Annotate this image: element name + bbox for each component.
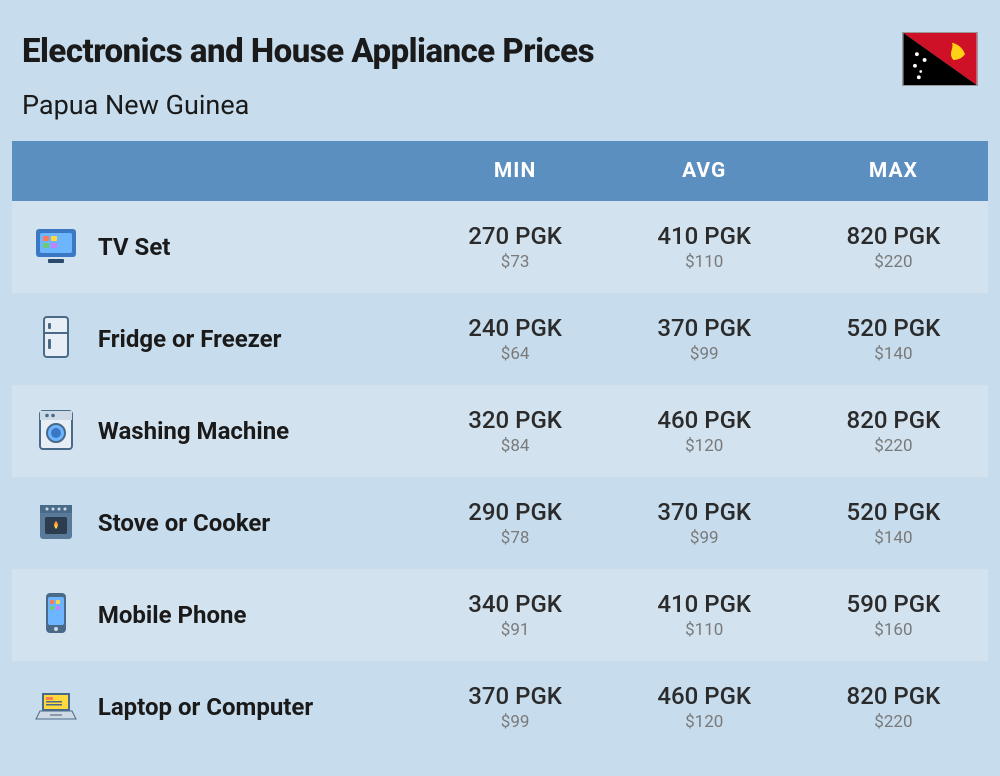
avg-cell: 370 PGK $99 xyxy=(610,293,799,385)
max-secondary: $160 xyxy=(799,620,988,640)
min-primary: 270 PGK xyxy=(421,222,610,251)
min-primary: 290 PGK xyxy=(421,498,610,527)
avg-cell: 460 PGK $120 xyxy=(610,661,799,753)
avg-primary: 370 PGK xyxy=(610,498,799,527)
table-row: TV Set 270 PGK $73 410 PGK $110 820 PGK … xyxy=(12,201,988,293)
header-name-col xyxy=(92,141,421,201)
max-primary: 820 PGK xyxy=(799,682,988,711)
item-name: Stove or Cooker xyxy=(92,477,421,569)
item-name: Washing Machine xyxy=(92,385,421,477)
header-avg: AVG xyxy=(610,141,799,201)
min-cell: 370 PGK $99 xyxy=(421,661,610,753)
max-secondary: $140 xyxy=(799,344,988,364)
min-secondary: $73 xyxy=(421,252,610,272)
max-secondary: $140 xyxy=(799,528,988,548)
avg-primary: 370 PGK xyxy=(610,314,799,343)
page-subtitle: Papua New Guinea xyxy=(22,89,594,121)
item-name: Mobile Phone xyxy=(92,569,421,661)
max-cell: 820 PGK $220 xyxy=(799,385,988,477)
item-name: Laptop or Computer xyxy=(92,661,421,753)
max-primary: 520 PGK xyxy=(799,314,988,343)
max-secondary: $220 xyxy=(799,252,988,272)
header-min: MIN xyxy=(421,141,610,201)
table-row: Stove or Cooker 290 PGK $78 370 PGK $99 … xyxy=(12,477,988,569)
min-primary: 370 PGK xyxy=(421,682,610,711)
avg-cell: 410 PGK $110 xyxy=(610,201,799,293)
country-flag-icon xyxy=(902,32,978,90)
min-cell: 290 PGK $78 xyxy=(421,477,610,569)
min-cell: 340 PGK $91 xyxy=(421,569,610,661)
item-name: TV Set xyxy=(92,201,421,293)
avg-cell: 460 PGK $120 xyxy=(610,385,799,477)
avg-cell: 410 PGK $110 xyxy=(610,569,799,661)
tv-icon xyxy=(32,221,80,269)
stove-icon xyxy=(32,497,80,545)
item-icon-cell xyxy=(12,385,92,477)
table-header-row: MIN AVG MAX xyxy=(12,141,988,201)
avg-cell: 370 PGK $99 xyxy=(610,477,799,569)
min-secondary: $99 xyxy=(421,712,610,732)
avg-primary: 460 PGK xyxy=(610,682,799,711)
washing-machine-icon xyxy=(32,405,80,453)
max-secondary: $220 xyxy=(799,436,988,456)
avg-secondary: $99 xyxy=(610,344,799,364)
item-name: Fridge or Freezer xyxy=(92,293,421,385)
avg-secondary: $120 xyxy=(610,712,799,732)
header: Electronics and House Appliance Prices P… xyxy=(12,32,988,141)
max-cell: 590 PGK $160 xyxy=(799,569,988,661)
max-cell: 520 PGK $140 xyxy=(799,477,988,569)
avg-secondary: $110 xyxy=(610,620,799,640)
item-icon-cell xyxy=(12,477,92,569)
avg-secondary: $99 xyxy=(610,528,799,548)
max-cell: 520 PGK $140 xyxy=(799,293,988,385)
fridge-icon xyxy=(32,313,80,361)
max-primary: 590 PGK xyxy=(799,590,988,619)
min-primary: 340 PGK xyxy=(421,590,610,619)
min-secondary: $84 xyxy=(421,436,610,456)
max-secondary: $220 xyxy=(799,712,988,732)
min-primary: 320 PGK xyxy=(421,406,610,435)
min-cell: 240 PGK $64 xyxy=(421,293,610,385)
max-primary: 820 PGK xyxy=(799,222,988,251)
item-icon-cell xyxy=(12,569,92,661)
mobile-phone-icon xyxy=(32,589,80,637)
avg-primary: 410 PGK xyxy=(610,590,799,619)
laptop-icon xyxy=(32,681,80,729)
avg-primary: 410 PGK xyxy=(610,222,799,251)
header-icon-col xyxy=(12,141,92,201)
min-cell: 270 PGK $73 xyxy=(421,201,610,293)
min-cell: 320 PGK $84 xyxy=(421,385,610,477)
header-max: MAX xyxy=(799,141,988,201)
min-primary: 240 PGK xyxy=(421,314,610,343)
price-table: MIN AVG MAX TV Set 270 PGK $73 410 PGK $… xyxy=(12,141,988,753)
max-cell: 820 PGK $220 xyxy=(799,201,988,293)
max-primary: 520 PGK xyxy=(799,498,988,527)
avg-secondary: $110 xyxy=(610,252,799,272)
item-icon-cell xyxy=(12,293,92,385)
page-title: Electronics and House Appliance Prices xyxy=(22,32,594,71)
avg-secondary: $120 xyxy=(610,436,799,456)
table-row: Laptop or Computer 370 PGK $99 460 PGK $… xyxy=(12,661,988,753)
max-primary: 820 PGK xyxy=(799,406,988,435)
table-row: Mobile Phone 340 PGK $91 410 PGK $110 59… xyxy=(12,569,988,661)
max-cell: 820 PGK $220 xyxy=(799,661,988,753)
table-row: Washing Machine 320 PGK $84 460 PGK $120… xyxy=(12,385,988,477)
min-secondary: $78 xyxy=(421,528,610,548)
item-icon-cell xyxy=(12,201,92,293)
min-secondary: $91 xyxy=(421,620,610,640)
item-icon-cell xyxy=(12,661,92,753)
table-row: Fridge or Freezer 240 PGK $64 370 PGK $9… xyxy=(12,293,988,385)
min-secondary: $64 xyxy=(421,344,610,364)
avg-primary: 460 PGK xyxy=(610,406,799,435)
